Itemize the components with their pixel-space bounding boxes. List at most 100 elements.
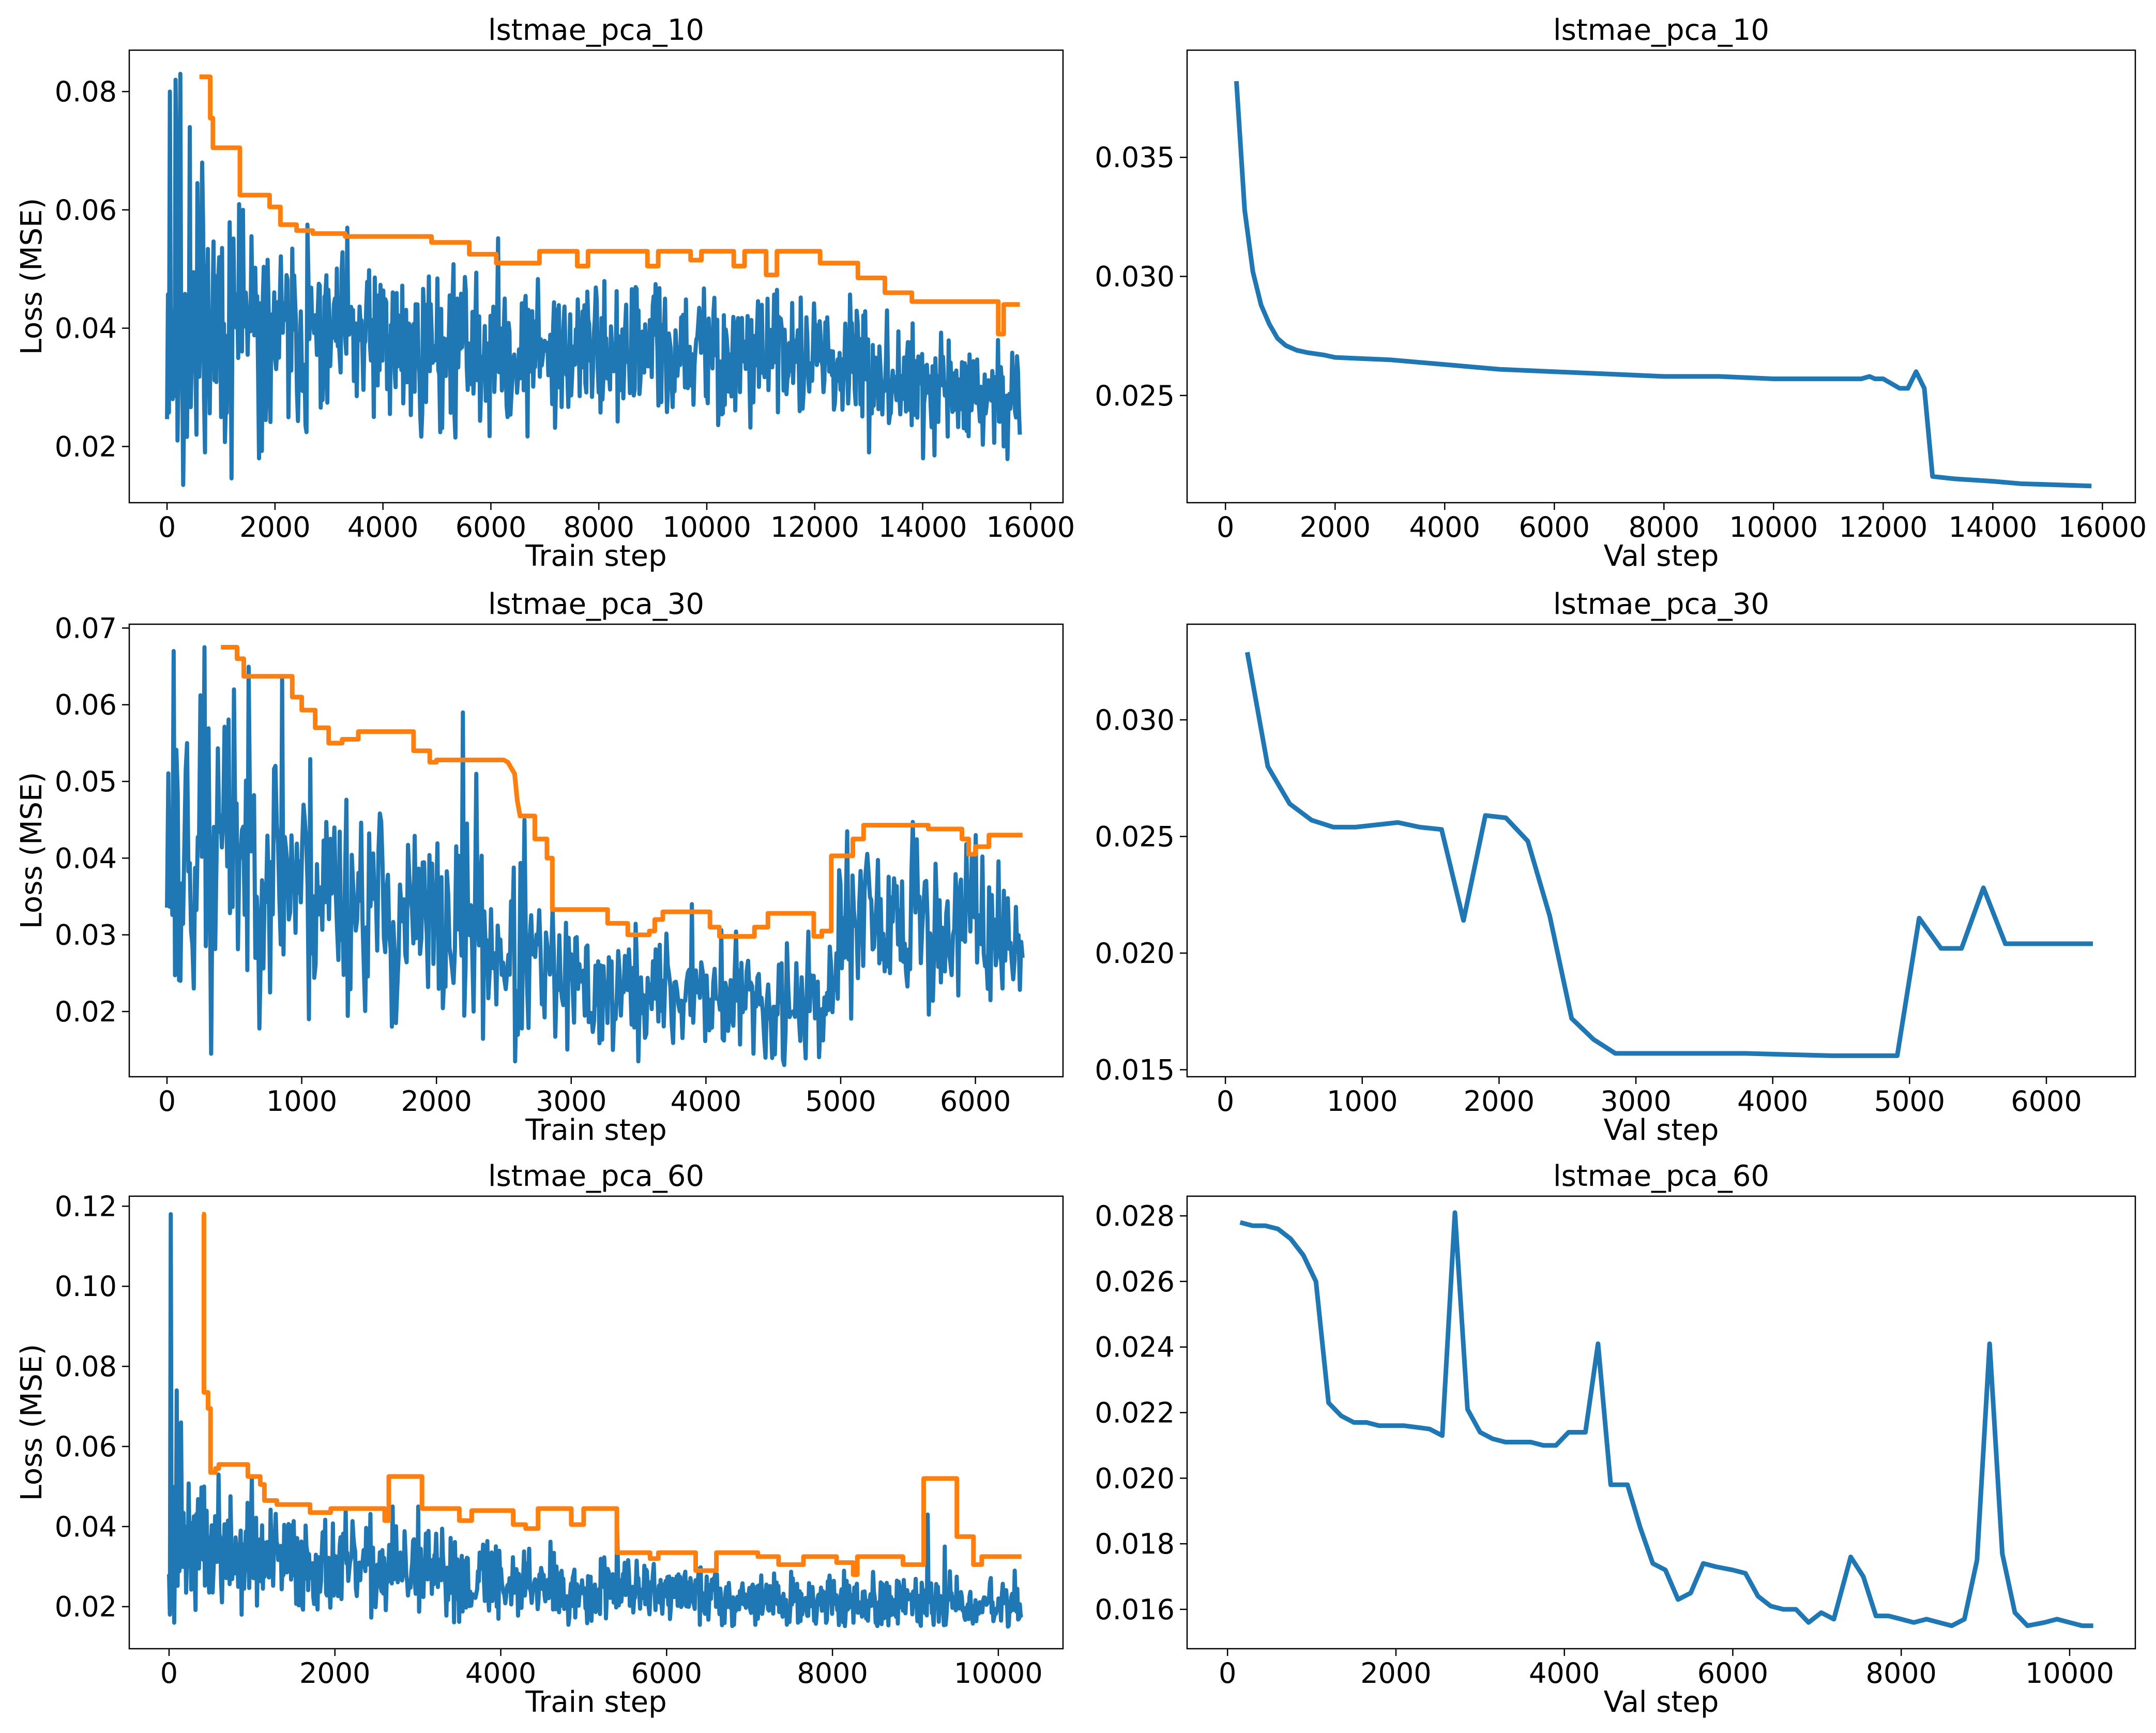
- x-tick-label: 6000: [1697, 1657, 1768, 1690]
- x-tick-label: 2000: [1360, 1657, 1431, 1690]
- x-tick-label: 12000: [1839, 511, 1927, 544]
- x-tick-label: 0: [158, 1085, 176, 1118]
- x-tick-label: 1000: [266, 1085, 337, 1118]
- plot-frame: [1186, 623, 2136, 1078]
- x-tick-label: 4000: [1529, 1657, 1600, 1690]
- y-tick-label: 0.024: [1095, 1331, 1175, 1364]
- y-tick-label: 0.10: [55, 1270, 117, 1303]
- chart-panel-1: 0 2000 4000 6000 8000 10000 12000 14000 16000 0.0…: [15, 13, 1075, 573]
- running-max-series-line: [221, 645, 1023, 939]
- x-tick-label: 6000: [940, 1085, 1011, 1118]
- x-tick-label: 5000: [805, 1085, 876, 1118]
- y-tick-label: 0.016: [1095, 1593, 1175, 1626]
- y-axis-label: Loss (MSE): [15, 772, 49, 929]
- x-tick-label: 12000: [770, 511, 859, 544]
- x-axis-label: Train step: [525, 1113, 666, 1147]
- x-tick-label: 8000: [1629, 511, 1699, 544]
- x-tick-label: 2000: [239, 511, 310, 544]
- y-axis-label: Loss (MSE): [15, 198, 49, 355]
- y-tick-label: 0.025: [1095, 380, 1175, 412]
- chart-title: lstmae_pca_30: [1553, 587, 1769, 621]
- x-tick-label: 8000: [797, 1657, 868, 1690]
- plot-frame: [128, 623, 1064, 1078]
- y-tick-label: 0.04: [55, 312, 117, 345]
- y-tick-label: 0.018: [1095, 1528, 1175, 1560]
- chart-title: lstmae_pca_60: [488, 1159, 704, 1193]
- x-tick-label: 4000: [1409, 511, 1480, 544]
- y-tick-label: 0.020: [1095, 1462, 1175, 1495]
- x-tick-label: 4000: [1737, 1085, 1808, 1118]
- y-tick-label: 0.035: [1095, 141, 1175, 174]
- y-tick-label: 0.04: [55, 842, 117, 875]
- x-tick-label: 3000: [536, 1085, 606, 1118]
- x-tick-label: 0: [1219, 1657, 1236, 1690]
- chart-panel-2: 0 2000 4000 6000 8000 10000 12000 14000 16000 0.0…: [1095, 13, 2147, 573]
- y-tick-label: 0.028: [1095, 1200, 1175, 1232]
- x-tick-label: 10000: [662, 511, 751, 544]
- x-tick-label: 6000: [631, 1657, 702, 1690]
- x-tick-label: 0: [1217, 1085, 1234, 1118]
- x-axis-label: Val step: [1604, 1113, 1719, 1147]
- plot-frame: [1186, 1195, 2136, 1650]
- plot-frame: [128, 49, 1064, 504]
- chart-panel-4: 0 1000 2000 3000 4000 5000 6000 0.015 0.020 0.025…: [1095, 587, 2136, 1147]
- x-axis-label: Train step: [525, 539, 666, 573]
- chart-panel-5: 0 2000 4000 6000 8000 10000 0.02 0.04 0.06 0.08 0.…: [15, 1159, 1064, 1719]
- y-tick-label: 0.08: [55, 76, 117, 108]
- x-axis-label: Val step: [1604, 1685, 1719, 1719]
- x-tick-label: 6000: [2011, 1085, 2082, 1118]
- x-tick-label: 5000: [1874, 1085, 1945, 1118]
- y-tick-label: 0.08: [55, 1350, 117, 1383]
- x-tick-label: 2000: [401, 1085, 472, 1118]
- y-tick-label: 0.026: [1095, 1265, 1175, 1298]
- val-loss-series-line: [1234, 81, 2092, 489]
- chart-title: lstmae_pca_10: [488, 13, 704, 47]
- x-tick-label: 16000: [2058, 511, 2147, 544]
- chart-panel-3: 0 1000 2000 3000 4000 5000 6000 0.02 0.03 0.04 0.0…: [15, 587, 1064, 1147]
- x-tick-label: 8000: [1865, 1657, 1936, 1690]
- y-tick-label: 0.022: [1095, 1396, 1175, 1429]
- running-max-series-line: [201, 1212, 1022, 1577]
- x-tick-label: 0: [160, 1657, 178, 1690]
- train-loss-series-line: [165, 71, 1022, 487]
- x-tick-label: 8000: [564, 511, 634, 544]
- x-tick-label: 10000: [2025, 1657, 2114, 1690]
- x-tick-label: 14000: [1948, 511, 2037, 544]
- y-tick-label: 0.06: [55, 1430, 117, 1463]
- chart-title: lstmae_pca_30: [488, 587, 704, 621]
- x-tick-label: 4000: [671, 1085, 741, 1118]
- x-tick-label: 14000: [878, 511, 967, 544]
- y-tick-label: 0.07: [55, 612, 117, 644]
- x-tick-label: 10000: [1729, 511, 1818, 544]
- x-tick-label: 4000: [347, 511, 418, 544]
- plot-frame: [1186, 49, 2136, 504]
- y-tick-label: 0.03: [55, 919, 117, 952]
- x-tick-label: 1000: [1327, 1085, 1398, 1118]
- x-tick-label: 16000: [986, 511, 1075, 544]
- y-tick-label: 0.04: [55, 1511, 117, 1543]
- x-tick-label: 6000: [1519, 511, 1590, 544]
- x-tick-label: 4000: [465, 1657, 536, 1690]
- val-loss-series-line: [1239, 1210, 2093, 1629]
- chart-title: lstmae_pca_60: [1553, 1159, 1769, 1193]
- x-tick-label: 0: [1217, 511, 1234, 544]
- y-tick-label: 0.030: [1095, 261, 1175, 293]
- chart-panel-6: 0 2000 4000 6000 8000 10000 0.016 0.018 0.020 0.0…: [1095, 1159, 2136, 1719]
- y-tick-label: 0.025: [1095, 820, 1175, 853]
- y-tick-label: 0.05: [55, 765, 117, 798]
- x-axis-label: Train step: [525, 1685, 666, 1719]
- train-loss-series-line: [165, 645, 1025, 1067]
- y-tick-label: 0.06: [55, 689, 117, 721]
- chart-title: lstmae_pca_10: [1553, 13, 1769, 47]
- x-tick-label: 3000: [1600, 1085, 1671, 1118]
- x-tick-label: 10000: [954, 1657, 1043, 1690]
- plot-frame: [128, 1195, 1064, 1650]
- x-tick-label: 2000: [1464, 1085, 1535, 1118]
- y-tick-label: 0.015: [1095, 1053, 1175, 1086]
- y-tick-label: 0.06: [55, 194, 117, 227]
- x-axis-label: Val step: [1604, 539, 1719, 573]
- y-axis-label: Loss (MSE): [15, 1344, 49, 1501]
- train-loss-series-line: [167, 1212, 1024, 1629]
- x-tick-label: 0: [158, 511, 176, 544]
